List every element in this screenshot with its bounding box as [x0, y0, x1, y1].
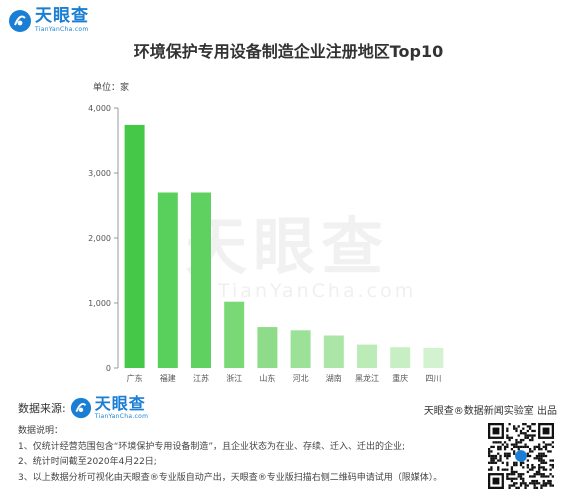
watermark-url: TianYanCha.com — [218, 280, 417, 302]
brand-logo: 天眼查 TianYanCha.com — [8, 8, 89, 33]
chart-title: 环境保护专用设备制造企业注册地区Top10 — [133, 42, 444, 61]
source-logo-name: 天眼查 — [94, 394, 146, 413]
source-row: 数据来源: 天眼查 TianYanCha.com — [18, 396, 148, 420]
bar-6 — [323, 335, 344, 368]
notes-title: 数据说明： — [18, 426, 64, 436]
x-tick-label: 湖南 — [326, 373, 342, 383]
tianyancha-logo-icon — [9, 9, 31, 32]
x-tick-label: 重庆 — [392, 373, 408, 383]
bar-2 — [191, 192, 211, 368]
y-tick-label: 0 — [106, 364, 111, 373]
logo-name: 天眼查 — [35, 6, 89, 26]
note-1: 1、仅统计经营范围包含“环境保护专用设备制造”，且企业状态为在业、存续、迁入、迁… — [18, 441, 406, 452]
qr-code-icon[interactable] — [488, 423, 554, 489]
source-logo-icon — [70, 397, 91, 419]
note-2: 2、统计时间截至2020年4月22日; — [18, 457, 157, 467]
bar-8 — [390, 347, 411, 368]
watermark-name: 天眼查 — [185, 210, 390, 283]
bar-1 — [157, 192, 178, 368]
logo-url: TianYanCha.com — [35, 26, 89, 33]
x-tick-label: 黑龙江 — [355, 373, 379, 383]
bar-0 — [124, 124, 145, 369]
y-tick-label: 3,000 — [88, 169, 111, 178]
bar-9 — [423, 347, 444, 368]
x-tick-label: 福建 — [160, 373, 176, 383]
y-tick-label: 2,000 — [88, 234, 111, 243]
bar-4 — [257, 327, 278, 368]
notes: 数据说明： 1、仅统计经营范围包含“环境保护专用设备制造”，且企业状态为在业、存… — [18, 424, 442, 486]
source-label: 数据来源: — [18, 402, 66, 415]
x-tick-label: 河北 — [293, 373, 309, 383]
unit-label: 单位：家 — [93, 83, 130, 93]
y-tick-label: 1,000 — [88, 299, 111, 308]
bar-3 — [224, 301, 245, 368]
x-tick-label: 江苏 — [193, 373, 209, 383]
lab-credit: 天眼查®数据新闻实验室 出品 — [423, 406, 557, 417]
source-logo-url: TianYanCha.com — [94, 413, 149, 420]
bar-7 — [357, 344, 377, 368]
bar-5 — [290, 330, 311, 368]
x-tick-label: 山东 — [259, 373, 275, 383]
x-tick-label: 广东 — [127, 373, 143, 383]
y-tick-label: 4,000 — [88, 104, 111, 113]
note-3: 3、以上数据分析可视化由天眼查®专业版自动产出，天眼查®专业版扫描右侧二维码申请… — [18, 472, 443, 483]
x-tick-label: 浙江 — [226, 373, 242, 383]
x-tick-label: 四川 — [425, 374, 441, 383]
